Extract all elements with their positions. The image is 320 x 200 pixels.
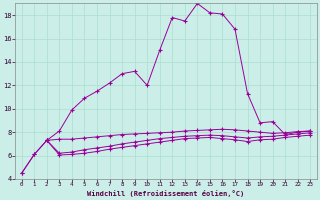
X-axis label: Windchill (Refroidissement éolien,°C): Windchill (Refroidissement éolien,°C) bbox=[87, 190, 244, 197]
